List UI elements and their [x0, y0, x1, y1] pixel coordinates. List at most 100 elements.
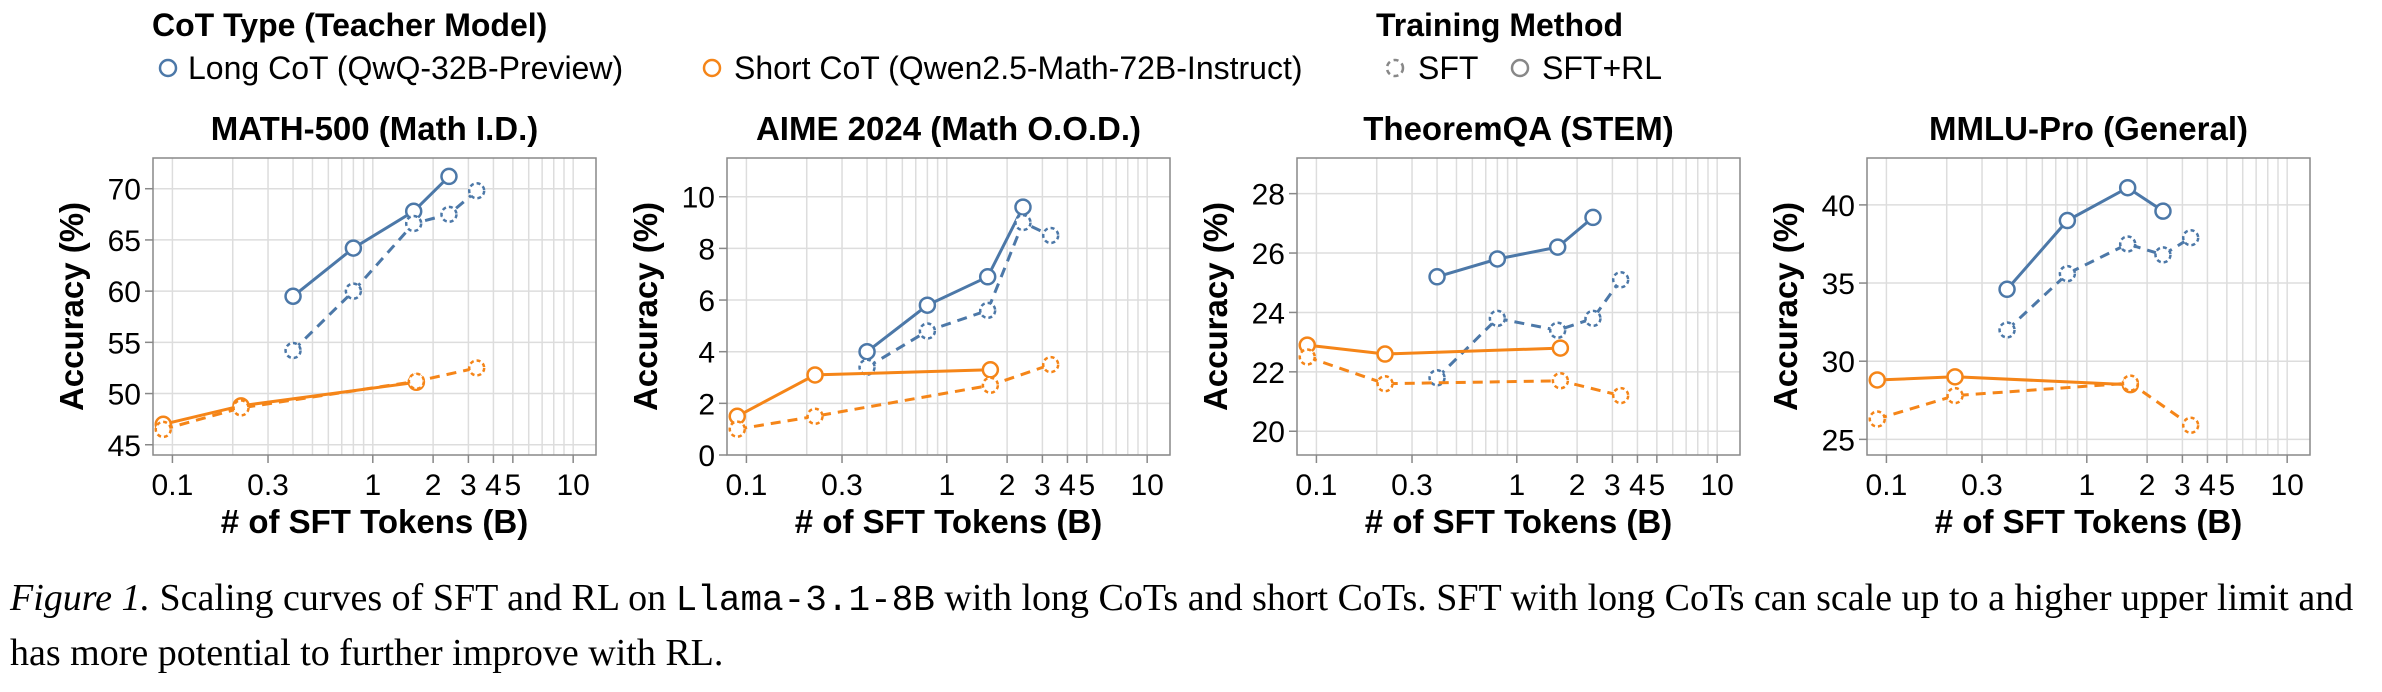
data-point-long-cot-sft	[1998, 321, 2016, 339]
y-tick-label: 20	[1252, 416, 1285, 449]
x-tick-label: 3	[1604, 469, 1621, 502]
data-point-long-cot-sft-rl	[1488, 250, 1507, 268]
legend-long-label: Long CoT (QwQ-32B-Preview)	[188, 50, 623, 86]
data-point-short-cot-sft	[806, 407, 824, 426]
data-point-long-cot-sft	[404, 214, 423, 233]
data-point-short-cot-sft	[467, 359, 486, 377]
data-point-long-cot-sft	[2154, 246, 2172, 264]
data-point-short-cot-sft	[981, 376, 1000, 395]
plot-frame	[152, 157, 597, 456]
data-point-long-cot-sft-rl	[284, 287, 302, 306]
y-axis-label: Accuracy (%)	[627, 202, 664, 411]
data-point-short-cot-sft	[1376, 374, 1394, 393]
x-tick-label: 0.1	[1296, 469, 1338, 502]
data-point-short-cot-sft	[2121, 374, 2140, 392]
legend-sftrl-marker	[1510, 58, 1530, 78]
y-tick-label: 60	[108, 276, 141, 309]
y-tick-label: 2	[698, 388, 715, 421]
y-tick-label: 10	[682, 182, 715, 215]
y-tick-label: 40	[1822, 190, 1855, 223]
x-tick-label: 0.1	[1866, 469, 1908, 502]
plot-frame	[1296, 157, 1741, 456]
x-tick-label: 3	[1034, 469, 1051, 502]
series-line-long-cot-sft-rl	[292, 175, 451, 298]
y-axis-label: Accuracy (%)	[53, 202, 90, 411]
x-tick-label: 2	[1569, 469, 1586, 502]
data-point-short-cot-sft	[2181, 416, 2200, 435]
x-tick-label: 1	[364, 469, 381, 502]
y-tick-label: 6	[698, 285, 715, 318]
x-axis-label: # of SFT Tokens (B)	[1365, 503, 1672, 540]
data-point-long-cot-sft-rl	[1014, 198, 1032, 216]
data-point-long-cot-sft	[1611, 271, 1630, 289]
x-tick-label: 1	[1508, 469, 1525, 502]
data-point-short-cot-sft	[1946, 386, 1964, 405]
y-tick-label: 50	[108, 379, 141, 412]
plot-frame	[1866, 157, 2311, 456]
y-tick-label: 24	[1252, 297, 1285, 330]
series-line-long-cot-sft	[866, 220, 1052, 369]
data-point-short-cot-sft-rl	[1551, 339, 1570, 357]
data-point-long-cot-sft	[2181, 228, 2200, 247]
data-point-short-cot-sft-rl	[806, 366, 824, 384]
data-point-long-cot-sft	[1548, 321, 1567, 340]
data-point-long-cot-sft	[1041, 226, 1060, 245]
data-point-short-cot-sft-rl	[981, 361, 1000, 379]
data-point-long-cot-sft-rl	[2154, 202, 2172, 220]
series-line-long-cot-sft	[2006, 236, 2192, 331]
series-line-short-cot-sft-rl	[1877, 375, 2131, 387]
x-tick-label: 10	[2270, 469, 2303, 502]
data-point-long-cot-sft-rl	[1998, 280, 2016, 299]
data-point-short-cot-sft-rl	[1376, 345, 1394, 363]
data-point-long-cot-sft-rl	[978, 268, 997, 286]
series-line-short-cot-sft	[1306, 355, 1622, 398]
legend-short-marker	[702, 58, 722, 78]
y-tick-label: 26	[1252, 238, 1285, 271]
y-tick-label: 35	[1822, 268, 1855, 301]
panel-aime2024: AIME 2024 (Math O.O.D.)0.1 0.3 1 2 3 4 5 100246…	[627, 110, 1171, 540]
data-point-long-cot-sft	[2118, 235, 2137, 253]
data-point-short-cot-sft	[1041, 355, 1060, 374]
x-tick-label: 2	[425, 469, 442, 502]
figure-canvas: CoT Type (Teacher Model) Long CoT (QwQ-3…	[53, 7, 2311, 540]
data-point-long-cot-sft-rl	[1548, 238, 1567, 256]
chart-title: TheoremQA (STEM)	[1363, 110, 1673, 147]
x-tick-label: 0.3	[1961, 469, 2003, 502]
data-point-short-cot-sft-rl	[1868, 371, 1886, 389]
x-tick-label: 2	[999, 469, 1016, 502]
legend-sftrl-label: SFT+RL	[1542, 50, 1662, 86]
series-line-short-cot-sft-rl	[1307, 343, 1561, 356]
data-point-long-cot-sft-rl	[858, 342, 876, 361]
y-tick-label: 4	[698, 337, 715, 370]
x-tick-label: 2	[2139, 469, 2156, 502]
x-tick-label: 10	[556, 469, 589, 502]
data-point-long-cot-sft	[918, 322, 937, 340]
data-point-long-cot-sft	[978, 301, 997, 320]
series-line-short-cot-sft	[736, 363, 1052, 431]
chart-title: MATH-500 (Math I.D.)	[211, 110, 539, 147]
chart-title: MMLU-Pro (General)	[1929, 110, 2248, 147]
caption-figure-label: Figure 1.	[10, 577, 151, 619]
data-point-long-cot-sft	[284, 341, 302, 360]
x-tick-label: 5	[1079, 469, 1096, 502]
x-tick-label: 0.1	[152, 469, 194, 502]
x-tick-label: 5	[2219, 469, 2236, 502]
panel-mmlu-pro: MMLU-Pro (General) 0.1 0.3 1 2 3 4 5 10 25 30 35 40 #…	[1767, 110, 2311, 540]
x-tick-label: 5	[505, 469, 522, 502]
x-tick-label: 10	[1130, 469, 1163, 502]
x-tick-label: 4	[1629, 469, 1646, 502]
x-tick-label: 4	[2199, 469, 2216, 502]
x-tick-label: 10	[1700, 469, 1733, 502]
x-tick-label: 5	[1649, 469, 1666, 502]
y-tick-label: 45	[108, 430, 141, 463]
data-point-short-cot-sft	[407, 372, 426, 391]
series-line-short-cot-sft-rl	[736, 368, 991, 418]
plot-frame	[726, 157, 1171, 456]
y-tick-label: 25	[1822, 424, 1855, 457]
data-point-short-cot-sft-rl	[1946, 368, 1964, 386]
legend-short-label: Short CoT (Qwen2.5-Math-72B-Instruct)	[734, 50, 1303, 86]
y-tick-label: 8	[698, 233, 715, 266]
legend-sft-marker	[1385, 58, 1405, 78]
x-tick-label: 0.3	[247, 469, 289, 502]
y-tick-label: 55	[108, 327, 141, 360]
